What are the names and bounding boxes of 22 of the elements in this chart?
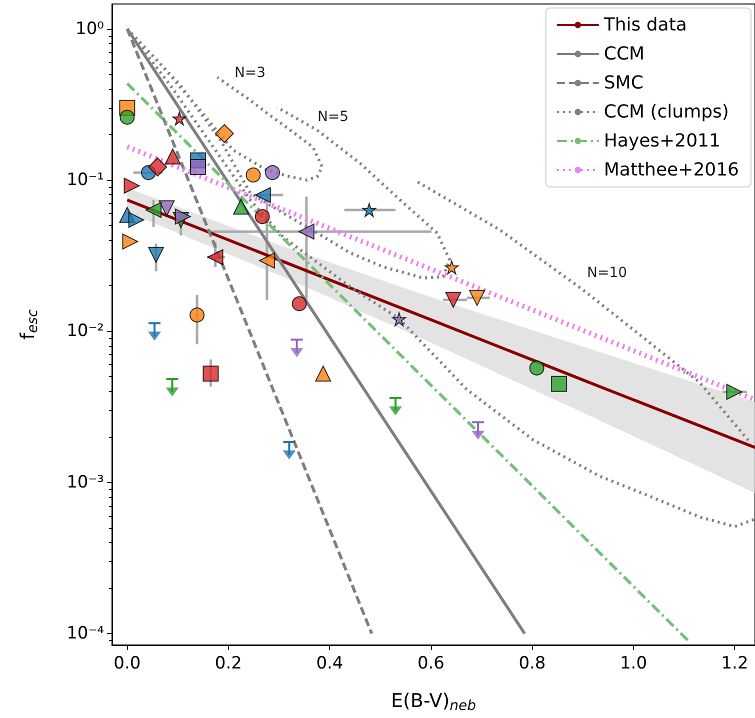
x-tick-label: 0.6	[417, 654, 444, 674]
y-tick-label: 10⁻⁴	[66, 624, 104, 644]
x-tick-label: 0.0	[114, 654, 141, 674]
annotation: N=3	[234, 65, 266, 81]
legend-label: This data	[602, 14, 687, 36]
y-tick-label: 10⁻¹	[66, 170, 104, 190]
x-tick-label: 0.8	[518, 654, 546, 674]
x-tick-label: 0.4	[316, 654, 344, 674]
x-tick-label: 0.2	[214, 654, 242, 674]
annotation: N=5	[317, 109, 349, 125]
legend-label: CCM	[604, 44, 645, 64]
legend-label: SMC	[604, 72, 644, 94]
x-tick-label: 1.2	[721, 654, 748, 674]
y-tick-label: 10⁻³	[66, 472, 104, 492]
legend-label: CCM (clumps)	[604, 102, 729, 122]
legend-label: Matthee+2016	[604, 160, 739, 180]
annotation: N=10	[586, 265, 628, 281]
y-tick-label: 10⁻²	[66, 321, 104, 342]
legend-label: Hayes+2011	[604, 130, 720, 152]
y-tick-label: 10⁰	[76, 18, 104, 39]
y-axis-title: fesc	[17, 309, 41, 340]
x-tick-label: 1.0	[620, 654, 648, 674]
